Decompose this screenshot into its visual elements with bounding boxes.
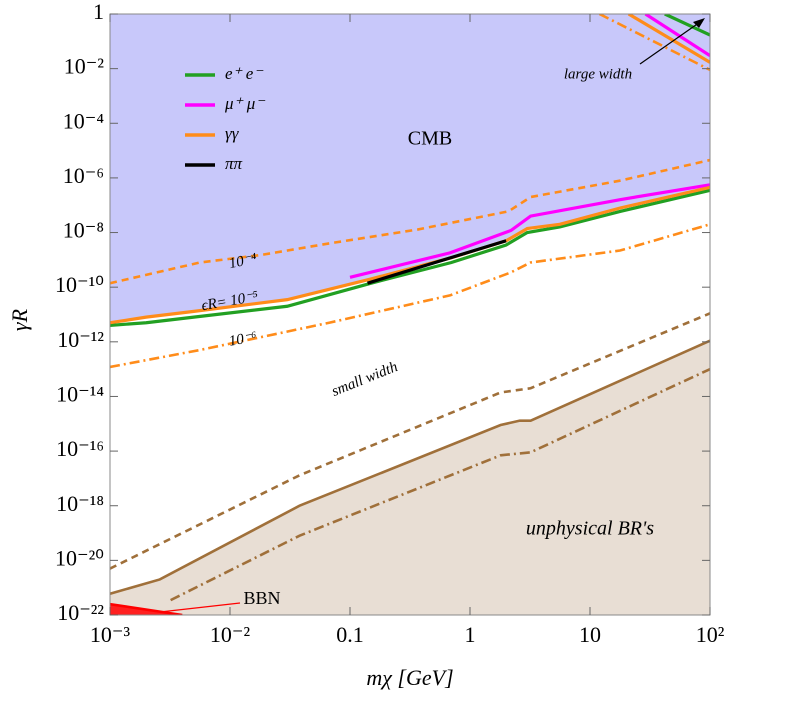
y-tick-label: 10⁻¹⁰ bbox=[55, 272, 104, 297]
series-line bbox=[367, 239, 507, 285]
y-tick-label: 10⁻⁶ bbox=[63, 163, 104, 188]
legend-label: μ⁺ μ⁻ bbox=[224, 94, 266, 113]
y-tick-label: 10⁻⁸ bbox=[63, 218, 104, 243]
x-tick-label: 10⁻² bbox=[210, 622, 251, 647]
x-tick-label: 10⁻³ bbox=[90, 622, 131, 647]
y-tick-label: 10⁻¹² bbox=[57, 327, 104, 352]
y-tick-label: 10⁻¹⁶ bbox=[56, 436, 104, 461]
x-axis-label: mχ [GeV] bbox=[366, 665, 453, 690]
annotation: 10⁻⁶ bbox=[228, 329, 258, 350]
y-tick-label: 10⁻²⁰ bbox=[55, 545, 104, 570]
plot-frame bbox=[109, 13, 711, 616]
series-line bbox=[110, 158, 710, 285]
y-axis-label: γR bbox=[7, 308, 32, 331]
legend-label: e⁺ e⁻ bbox=[225, 64, 264, 83]
annotation: large width bbox=[564, 66, 632, 82]
region-label: BBN bbox=[243, 588, 280, 608]
region bbox=[110, 14, 710, 323]
x-tick-label: 1 bbox=[465, 622, 476, 647]
legend-label: ππ bbox=[225, 154, 243, 173]
region-label: unphysical BR's bbox=[526, 518, 654, 540]
series-line bbox=[110, 14, 710, 327]
series-line bbox=[110, 602, 183, 615]
series-line bbox=[110, 14, 710, 369]
x-tick-label: 0.1 bbox=[336, 622, 364, 647]
region-label: CMB bbox=[408, 128, 452, 150]
y-tick-label: 10⁻¹⁸ bbox=[56, 491, 104, 516]
x-tick-label: 10² bbox=[696, 622, 725, 647]
region bbox=[110, 340, 710, 615]
bbn-pointer bbox=[159, 602, 241, 613]
x-tick-label: 10 bbox=[579, 622, 601, 647]
series-line bbox=[349, 14, 710, 279]
annotation: small width bbox=[330, 359, 401, 400]
annotation-arrow bbox=[639, 19, 704, 65]
y-tick-label: 10⁻¹⁴ bbox=[56, 382, 104, 407]
annotation: 10⁻⁴ bbox=[227, 251, 258, 273]
series-line bbox=[170, 367, 710, 602]
y-tick-label: 10⁻² bbox=[64, 54, 105, 79]
annotation-arrowhead bbox=[693, 18, 705, 28]
y-tick-label: 1 bbox=[93, 0, 104, 24]
y-tick-label: 10⁻⁴ bbox=[63, 108, 105, 133]
y-tick-label: 10⁻²² bbox=[57, 600, 104, 625]
legend-label: γγ bbox=[225, 124, 240, 143]
plot-area bbox=[110, 14, 710, 615]
series-line bbox=[110, 339, 710, 595]
